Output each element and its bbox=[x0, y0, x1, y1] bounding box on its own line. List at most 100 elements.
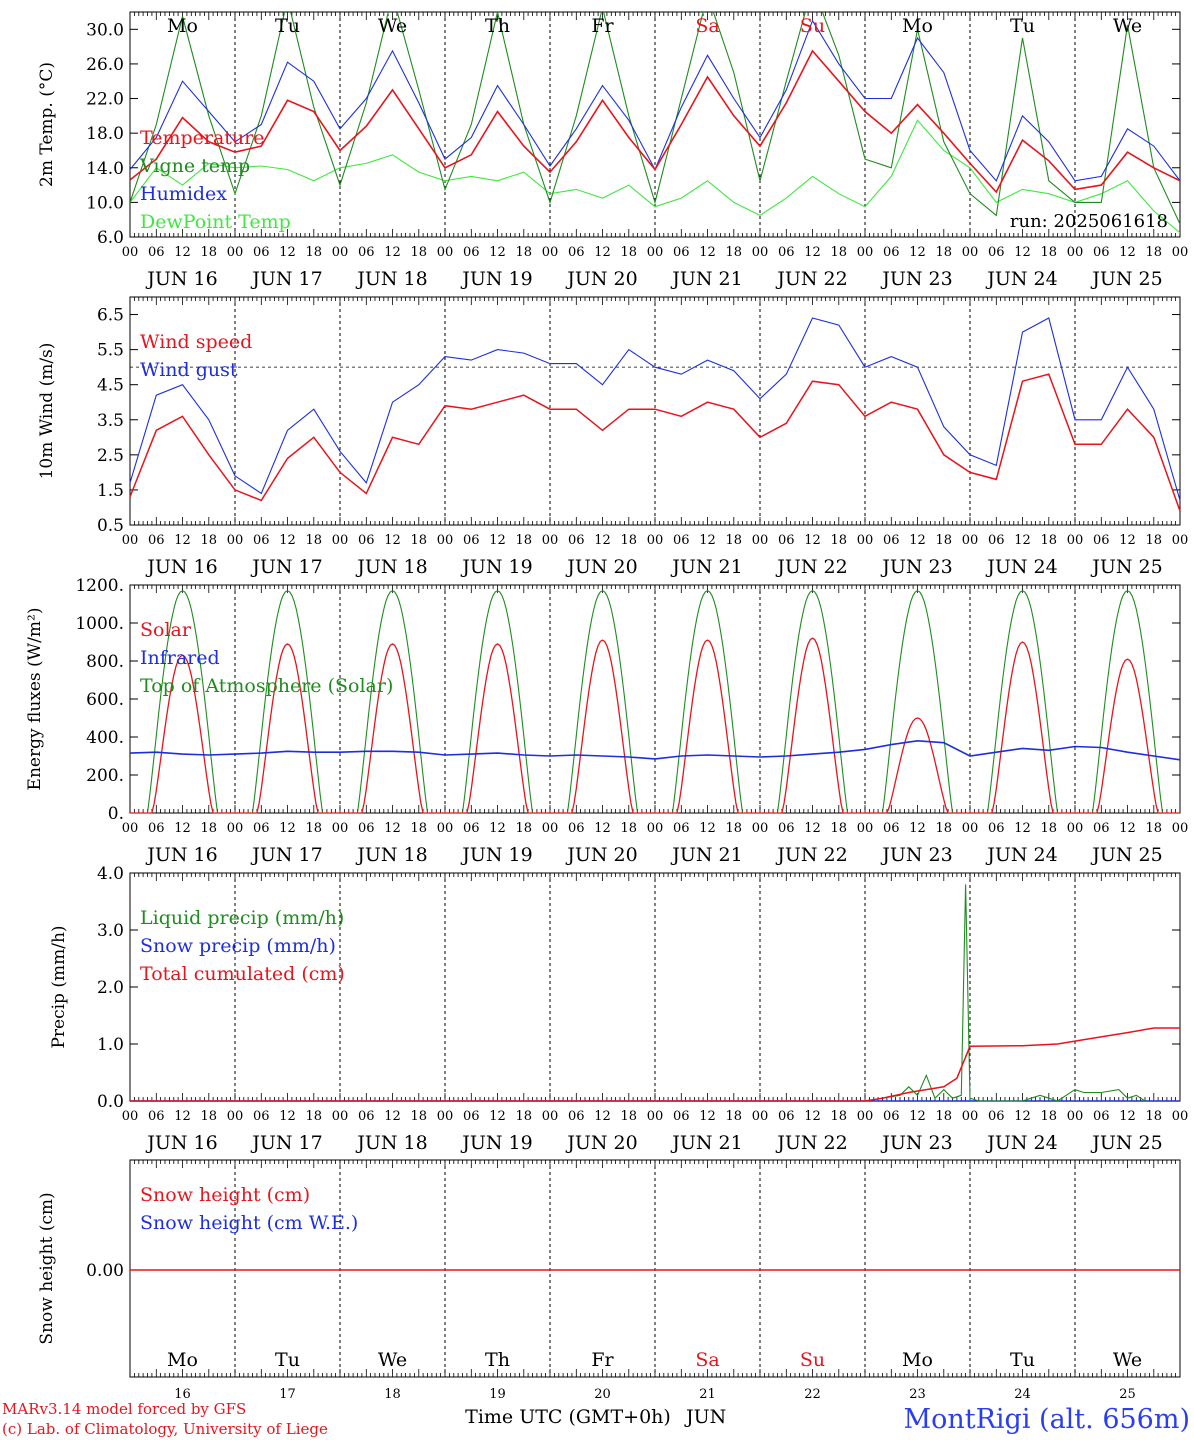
hour-tick-label: 12 bbox=[699, 1109, 716, 1124]
hour-tick-label: 00 bbox=[647, 1109, 664, 1124]
hour-tick-label: 00 bbox=[332, 821, 349, 836]
hour-tick-label: 06 bbox=[778, 533, 795, 548]
hour-tick-label: 12 bbox=[804, 245, 821, 260]
hour-tick-label: 12 bbox=[174, 533, 191, 548]
hour-tick-label: 06 bbox=[1093, 821, 1110, 836]
date-label: JUN 25 bbox=[1090, 844, 1162, 866]
hour-tick-label: 18 bbox=[1040, 245, 1057, 260]
hour-tick-label: 12 bbox=[909, 1109, 926, 1124]
hour-tick-label: 00 bbox=[962, 821, 979, 836]
month-label: JUN bbox=[684, 1406, 726, 1428]
date-label: JUN 21 bbox=[670, 1132, 742, 1154]
day-title: Th bbox=[485, 15, 510, 37]
hour-tick-label: 00 bbox=[752, 245, 769, 260]
date-label: JUN 24 bbox=[985, 844, 1057, 866]
day-name: We bbox=[1113, 1349, 1142, 1371]
y-tick-label: 30.0 bbox=[86, 20, 124, 40]
legend-entry: Liquid precip (mm/h) bbox=[140, 907, 344, 929]
hour-tick-label: 00 bbox=[542, 245, 559, 260]
date-label: JUN 17 bbox=[250, 844, 322, 866]
date-label: JUN 16 bbox=[145, 844, 217, 866]
hour-ticks bbox=[129, 12, 1181, 237]
hour-tick-label: 12 bbox=[489, 533, 506, 548]
hour-tick-label: 18 bbox=[620, 1109, 637, 1124]
day-title: Tu bbox=[275, 15, 300, 37]
day-name: We bbox=[378, 1349, 407, 1371]
hour-tick-label: 18 bbox=[200, 245, 217, 260]
series-line-dewpoint-temp bbox=[130, 119, 1180, 234]
hour-tick-label: 00 bbox=[227, 245, 244, 260]
legend-entry: Wind speed bbox=[140, 331, 252, 353]
hour-tick-label: 12 bbox=[699, 245, 716, 260]
hour-tick-label: 00 bbox=[647, 245, 664, 260]
date-label: JUN 25 bbox=[1090, 556, 1162, 578]
hour-tick-label: 06 bbox=[253, 1109, 270, 1124]
hour-tick-label: 18 bbox=[725, 245, 742, 260]
hour-tick-label: 00 bbox=[962, 533, 979, 548]
hour-tick-label: 06 bbox=[883, 245, 900, 260]
legend-entry: Wind gust bbox=[140, 359, 238, 381]
hour-tick-label: 00 bbox=[1172, 821, 1189, 836]
hour-tick-label: 06 bbox=[883, 821, 900, 836]
hour-tick-label: 00 bbox=[227, 821, 244, 836]
hour-tick-label: 06 bbox=[778, 1109, 795, 1124]
hour-tick-label: 06 bbox=[148, 1109, 165, 1124]
hour-tick-label: 00 bbox=[227, 533, 244, 548]
day-name: Mo bbox=[167, 1349, 198, 1371]
hour-tick-label: 06 bbox=[358, 533, 375, 548]
hour-tick-label: 18 bbox=[305, 245, 322, 260]
hour-tick-label: 18 bbox=[830, 1109, 847, 1124]
hour-tick-label: 18 bbox=[200, 1109, 217, 1124]
day-title: Su bbox=[800, 15, 825, 37]
hour-tick-label: 06 bbox=[673, 821, 690, 836]
hour-tick-label: 00 bbox=[1067, 821, 1084, 836]
hour-tick-label: 18 bbox=[1145, 1109, 1162, 1124]
panel-1: 6.0 10.0 14.0 18.0 22.0 26.0 30.0 2m Temp. (°C)… bbox=[37, 11, 1189, 290]
y-tick-label: 0.0 bbox=[97, 1092, 124, 1112]
hour-tick-label: 18 bbox=[515, 821, 532, 836]
day-name: Th bbox=[485, 1349, 510, 1371]
y-tick-label: 14.0 bbox=[86, 159, 124, 179]
y-tick-label: 2.0 bbox=[97, 978, 124, 998]
y-axis-label: Energy fluxes (W/m²) bbox=[25, 608, 45, 791]
hour-tick-label: 00 bbox=[752, 533, 769, 548]
x-axis-label: Time UTC (GMT+0h) bbox=[465, 1406, 671, 1428]
hour-tick-label: 12 bbox=[279, 821, 296, 836]
hour-tick-label: 18 bbox=[515, 1109, 532, 1124]
hour-tick-label: 12 bbox=[594, 1109, 611, 1124]
hour-tick-label: 18 bbox=[620, 245, 637, 260]
hour-tick-label: 00 bbox=[122, 1109, 139, 1124]
legend-entry: Solar bbox=[140, 619, 192, 641]
y-tick-label: 3.0 bbox=[97, 921, 124, 941]
day-name: Su bbox=[800, 1349, 825, 1371]
date-label: JUN 20 bbox=[565, 844, 637, 866]
date-label: JUN 20 bbox=[565, 1132, 637, 1154]
hour-tick-label: 18 bbox=[410, 245, 427, 260]
y-tick-label: 22.0 bbox=[86, 90, 124, 110]
hour-tick-label: 06 bbox=[1093, 533, 1110, 548]
hour-tick-label: 18 bbox=[515, 533, 532, 548]
date-label: JUN 16 bbox=[145, 556, 217, 578]
date-label: JUN 17 bbox=[250, 268, 322, 290]
day-title: Tu bbox=[1010, 15, 1035, 37]
hour-tick-label: 00 bbox=[1067, 533, 1084, 548]
hour-tick-label: 12 bbox=[1014, 1109, 1031, 1124]
series-group bbox=[130, 12, 1180, 234]
day-number: 24 bbox=[1014, 1387, 1031, 1402]
hour-tick-label: 18 bbox=[935, 245, 952, 260]
hour-tick-label: 00 bbox=[332, 1109, 349, 1124]
hour-tick-label: 18 bbox=[410, 533, 427, 548]
hour-tick-label: 18 bbox=[620, 821, 637, 836]
series-line-vigne-temp bbox=[130, 12, 1180, 225]
day-number: 22 bbox=[804, 1387, 821, 1402]
y-tick-label: 6.5 bbox=[97, 306, 124, 326]
hour-tick-label: 00 bbox=[1172, 245, 1189, 260]
legend-entry: Vigne temp bbox=[139, 155, 250, 177]
hour-tick-label: 06 bbox=[148, 533, 165, 548]
hour-tick-label: 06 bbox=[463, 821, 480, 836]
footer: MARv3.14 model forced by GFS (c) Lab. of … bbox=[2, 1400, 1190, 1438]
hour-tick-label: 12 bbox=[909, 533, 926, 548]
day-title: Sa bbox=[695, 15, 719, 37]
hour-tick-label: 06 bbox=[673, 245, 690, 260]
